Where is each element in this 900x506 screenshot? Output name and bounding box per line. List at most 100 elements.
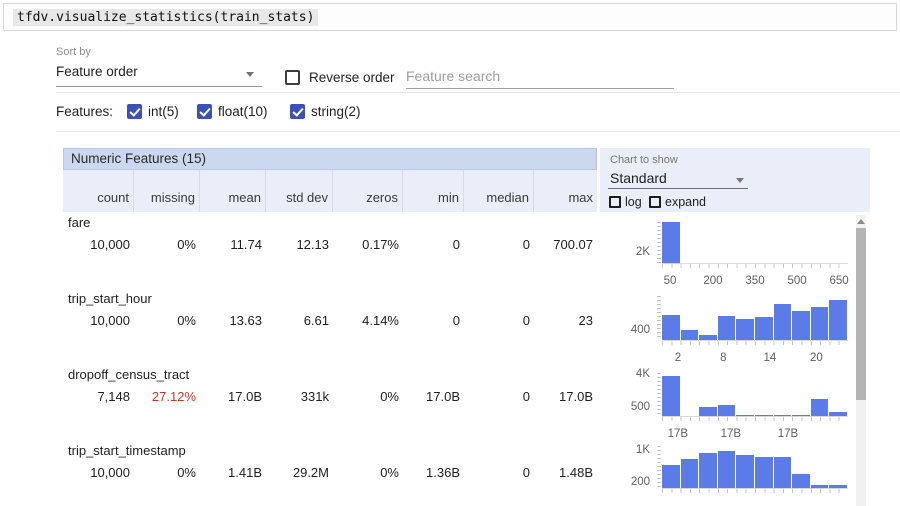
histogram-bar [662, 315, 680, 340]
y-axis-ticks [657, 373, 661, 416]
log-checkbox[interactable] [609, 196, 621, 208]
stat-max: 17.0B [559, 389, 593, 404]
feature-name: dropoff_census_tract [68, 367, 190, 382]
y-axis-ticks [657, 222, 661, 263]
x-axis-label: 17B [720, 428, 742, 440]
table-row: dropoff_census_tract 7,148 27.12% 17.0B 331k… [63, 367, 597, 404]
feature-type-checkbox[interactable] [290, 104, 305, 119]
stat-missing: 27.12% [151, 389, 196, 404]
histogram-bar [680, 330, 699, 340]
x-axis-ticks [662, 488, 848, 493]
chevron-down-icon [246, 72, 254, 77]
histogram-bar [699, 407, 717, 416]
histogram-bar [662, 222, 680, 263]
stat-mean: 13.63 [229, 313, 262, 328]
table-row: trip_start_timestamp 10,000 0% 1.41B 29.2M 0%… [63, 443, 597, 480]
divider [56, 131, 900, 132]
charts-scrollbar[interactable] [856, 215, 866, 506]
stat-mean: 17.0B [228, 389, 262, 404]
stat-zeros: 4.14% [362, 313, 399, 328]
x-axis-label: 14 [763, 352, 777, 364]
column-header-std-dev: std dev [266, 170, 333, 212]
stat-min: 17.0B [426, 389, 460, 404]
feature-type-checkbox[interactable] [197, 104, 212, 119]
stat-std-dev: 12.13 [296, 237, 329, 252]
table-row: fare 10,000 0% 11.74 12.13 0.17% 0 0 700.07 [63, 215, 597, 252]
histogram-fare: 2K 50 200 350 500 650 [636, 222, 849, 287]
stat-std-dev: 29.2M [292, 465, 329, 480]
stat-median: 0 [522, 389, 530, 404]
histogram-bar [699, 335, 717, 340]
table-body: fare 10,000 0% 11.74 12.13 0.17% 0 0 700.07 trip_… [63, 148, 597, 506]
feature-type-checkbox[interactable] [127, 104, 142, 119]
chart-controls: Chart to show Standard log expand [600, 148, 870, 212]
table-title: Numeric Features (15) [63, 148, 597, 170]
stat-missing: 0% [177, 237, 196, 252]
stat-median: 0 [522, 465, 530, 480]
column-header-zeros: zeros [333, 170, 403, 212]
stat-max: 1.48B [559, 465, 593, 480]
stat-median: 0 [522, 313, 530, 328]
chart-type-select[interactable]: Standard [608, 170, 748, 189]
column-header-mean: mean [200, 170, 266, 212]
y-axis-label: 200 [630, 476, 650, 489]
feature-type-label: string(2) [311, 104, 361, 119]
x-axis-label: 8 [720, 352, 727, 364]
log-label[interactable]: log [625, 195, 642, 209]
histogram-trip_start_hour: 400 2 8 14 20 [631, 296, 848, 364]
feature-stats: 10,000 0% 13.63 6.61 4.14% 0 0 23 [63, 313, 597, 328]
scrollbar-thumb[interactable] [856, 228, 866, 400]
column-header-count: count [63, 170, 134, 212]
feature-type-filter-row: Features: int(5) float(10) string(2) [0, 100, 900, 126]
y-axis-ticks [657, 446, 661, 488]
x-axis-label: 50 [663, 275, 677, 287]
reverse-order-label[interactable]: Reverse order [309, 70, 395, 85]
histogram-bar [755, 457, 773, 488]
stat-count: 10,000 [90, 465, 130, 480]
histogram-dropoff_census_tract: 4K 500 17B 17B 17B [631, 368, 848, 440]
stat-max: 700.07 [553, 237, 593, 252]
stat-mean: 1.41B [228, 465, 262, 480]
column-header-missing: missing [134, 170, 200, 212]
histogram-bar [829, 300, 847, 340]
x-axis-label: 17B [777, 428, 799, 440]
feature-stats: 10,000 0% 1.41B 29.2M 0% 1.36B 0 1.48B [63, 465, 597, 480]
column-header-max: max [568, 190, 593, 205]
histogram-bar [792, 311, 810, 340]
charts-panel: Chart to show Standard log expand 2K 50 20… [600, 148, 870, 506]
stat-median: 0 [522, 237, 530, 252]
feature-stats: 7,148 27.12% 17.0B 331k 0% 17.0B 0 17.0B [63, 389, 597, 404]
histogram-bar [736, 455, 754, 488]
feature-type-label: int(5) [148, 104, 179, 119]
table-header-row: count missing mean std dev zeros min median max [63, 170, 597, 212]
stat-count: 7,148 [97, 389, 130, 404]
stat-missing: 0% [177, 465, 196, 480]
expand-checkbox[interactable] [649, 196, 661, 208]
expand-label[interactable]: expand [665, 195, 707, 209]
code-cell[interactable]: tfdv.visualize_statistics(train_stats) [3, 3, 897, 31]
chart-type-value: Standard [610, 170, 667, 186]
numeric-features-table: Numeric Features (15) count missing mean st… [63, 148, 597, 506]
histogram-bar [662, 376, 680, 416]
scroll-up-icon[interactable] [856, 215, 866, 227]
histogram-bar [792, 474, 810, 488]
stat-missing: 0% [177, 313, 196, 328]
histogram-bar [717, 316, 736, 340]
x-axis-label: 500 [787, 275, 807, 287]
feature-search-input[interactable] [406, 64, 674, 89]
code-text[interactable]: tfdv.visualize_statistics(train_stats) [13, 8, 319, 26]
stat-count: 10,000 [90, 313, 130, 328]
column-header-min: min [403, 170, 464, 212]
feature-name: trip_start_hour [68, 291, 152, 306]
sort-by-select[interactable]: Feature order [56, 61, 262, 87]
stat-std-dev: 6.61 [303, 313, 329, 328]
chevron-down-icon [736, 178, 744, 183]
sort-by-value: Feature order [56, 64, 138, 79]
histogram-trip_start_timestamp: 1K 200 [631, 444, 848, 493]
histogram-bar [717, 451, 736, 488]
reverse-order-checkbox[interactable] [285, 70, 300, 85]
feature-stats: 10,000 0% 11.74 12.13 0.17% 0 0 700.07 [63, 237, 597, 252]
y-axis-label: 2K [635, 245, 650, 258]
x-axis-ticks [662, 416, 848, 421]
histogram-bar [792, 415, 810, 416]
